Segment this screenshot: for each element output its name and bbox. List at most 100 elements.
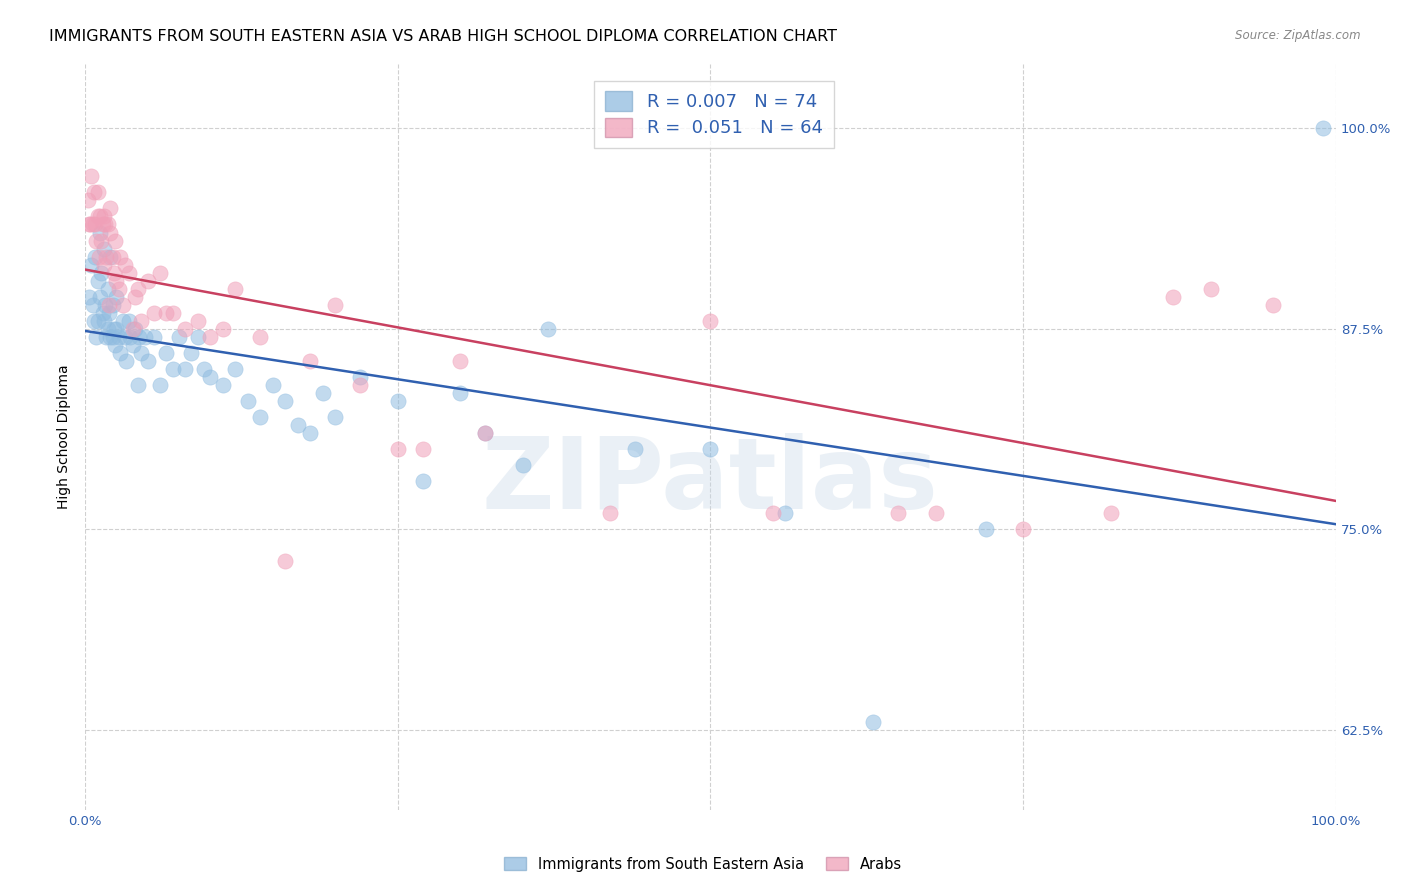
Point xyxy=(512,458,534,472)
Point xyxy=(97,218,120,232)
Point xyxy=(1263,298,1285,312)
Point xyxy=(80,258,103,272)
Point xyxy=(93,314,115,328)
Point xyxy=(86,186,108,200)
Point xyxy=(111,298,134,312)
Point xyxy=(167,330,190,344)
Point xyxy=(211,378,233,392)
Point xyxy=(80,169,103,184)
Point xyxy=(449,386,471,401)
Text: ZIPatlas: ZIPatlas xyxy=(482,434,939,531)
Point xyxy=(149,378,172,392)
Point xyxy=(84,250,107,264)
Point xyxy=(762,506,785,520)
Point xyxy=(94,218,117,232)
Point xyxy=(174,322,197,336)
Point xyxy=(249,410,271,425)
Point xyxy=(142,330,165,344)
Point xyxy=(77,218,100,232)
Point xyxy=(127,282,149,296)
Point xyxy=(90,266,112,280)
Point xyxy=(101,298,124,312)
Point xyxy=(89,226,111,240)
Point xyxy=(87,250,110,264)
Point xyxy=(449,354,471,368)
Point xyxy=(93,258,115,272)
Point xyxy=(349,370,371,384)
Point xyxy=(101,250,124,264)
Point xyxy=(79,218,101,232)
Point xyxy=(412,474,434,488)
Point xyxy=(127,378,149,392)
Point xyxy=(537,322,560,336)
Point xyxy=(86,274,108,288)
Point xyxy=(83,186,105,200)
Point xyxy=(136,274,159,288)
Point xyxy=(115,354,138,368)
Point xyxy=(193,362,215,376)
Point xyxy=(162,362,184,376)
Point xyxy=(111,314,134,328)
Point xyxy=(91,218,114,232)
Point xyxy=(103,322,125,336)
Point xyxy=(236,394,259,409)
Legend: Immigrants from South Eastern Asia, Arabs: Immigrants from South Eastern Asia, Arab… xyxy=(499,851,907,878)
Point xyxy=(299,425,322,440)
Point xyxy=(1312,121,1334,136)
Point xyxy=(262,378,284,392)
Point xyxy=(105,274,128,288)
Point xyxy=(97,322,120,336)
Point xyxy=(101,330,124,344)
Point xyxy=(108,250,131,264)
Point xyxy=(775,506,797,520)
Point xyxy=(249,330,271,344)
Point xyxy=(474,425,496,440)
Point xyxy=(299,354,322,368)
Point xyxy=(1199,282,1222,296)
Point xyxy=(1161,290,1184,304)
Point xyxy=(93,210,115,224)
Point xyxy=(128,330,150,344)
Y-axis label: High School Diploma: High School Diploma xyxy=(58,365,72,509)
Point xyxy=(1012,522,1035,536)
Point xyxy=(198,370,221,384)
Point xyxy=(134,330,156,344)
Point xyxy=(114,258,136,272)
Point xyxy=(114,330,136,344)
Point xyxy=(97,306,120,320)
Point xyxy=(274,394,297,409)
Point xyxy=(180,346,202,360)
Point xyxy=(82,218,104,232)
Point xyxy=(699,442,721,456)
Point xyxy=(349,378,371,392)
Point xyxy=(77,290,100,304)
Point xyxy=(118,314,141,328)
Point xyxy=(98,250,121,264)
Point xyxy=(862,714,884,729)
Point xyxy=(174,362,197,376)
Point xyxy=(86,210,108,224)
Point xyxy=(287,417,309,432)
Point xyxy=(94,298,117,312)
Point xyxy=(323,410,346,425)
Point xyxy=(387,394,409,409)
Point xyxy=(105,290,128,304)
Point xyxy=(86,330,108,344)
Point xyxy=(86,314,108,328)
Point xyxy=(887,506,910,520)
Point xyxy=(599,506,621,520)
Point xyxy=(96,330,118,344)
Point xyxy=(90,234,112,248)
Point xyxy=(105,322,128,336)
Point xyxy=(82,298,104,312)
Point xyxy=(211,322,233,336)
Point xyxy=(76,194,98,208)
Point xyxy=(274,554,297,568)
Point xyxy=(89,210,111,224)
Point xyxy=(198,330,221,344)
Point xyxy=(124,290,146,304)
Point xyxy=(91,306,114,320)
Point xyxy=(89,290,111,304)
Point xyxy=(98,226,121,240)
Point xyxy=(121,322,143,336)
